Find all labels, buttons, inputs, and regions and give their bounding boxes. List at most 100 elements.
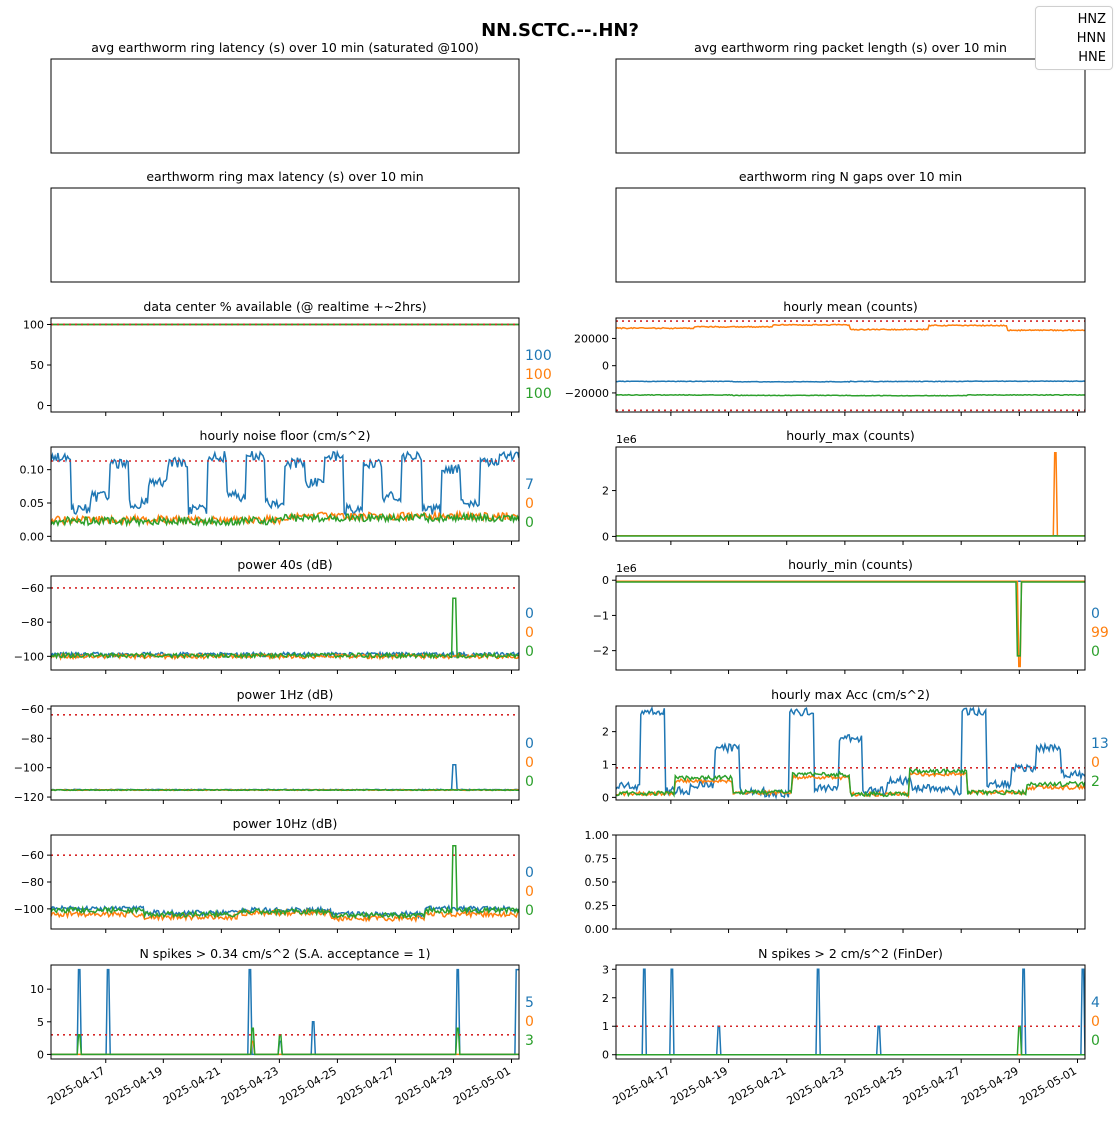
plot-area (51, 451, 519, 525)
series-line-hne (51, 790, 519, 791)
y-tick-label: 0.75 (585, 853, 610, 866)
legend-item-hne: HNE (1078, 50, 1106, 65)
series-line-hnz (51, 970, 519, 1055)
x-tick-label: 2025-04-23 (219, 1064, 281, 1107)
panel-avg_packet: avg earthworm ring packet length (s) ove… (616, 40, 1085, 153)
panel-title: earthworm ring max latency (s) over 10 m… (146, 169, 423, 184)
x-tick-label: 2025-04-29 (959, 1064, 1021, 1107)
axes-frame (51, 188, 519, 282)
y-tick-label: 2 (602, 485, 609, 498)
right-label-hnz: 5 (525, 995, 534, 1011)
axes-frame (616, 447, 1085, 541)
series-line-hne (616, 582, 1085, 656)
panel-title: N spikes > 2 cm/s^2 (FinDer) (758, 946, 943, 961)
panel-avg_latency: avg earthworm ring latency (s) over 10 m… (51, 40, 519, 153)
right-label-hnn: 0 (525, 755, 534, 771)
panel-title: avg earthworm ring packet length (s) ove… (694, 40, 1007, 55)
y-tick-label: −60 (21, 849, 44, 862)
y-tick-label: −80 (21, 732, 44, 745)
right-label-hnz: 13 (1091, 736, 1109, 752)
panel-title: hourly_min (counts) (788, 557, 913, 572)
right-label-hnz: 0 (1091, 606, 1100, 622)
y-tick-label: 0 (37, 1048, 44, 1061)
y-tick-label: −60 (21, 703, 44, 716)
y-multiplier-label: 1e6 (616, 433, 637, 446)
series-line-hnz (51, 765, 519, 790)
series-line-hne (616, 1026, 1085, 1055)
x-tick-label: 2025-04-25 (277, 1064, 339, 1107)
y-tick-label: 0.00 (20, 530, 45, 543)
x-tick-label: 2025-04-17 (611, 1064, 673, 1107)
y-tick-label: 0 (602, 1049, 609, 1062)
panel-title: N spikes > 0.34 cm/s^2 (S.A. acceptance … (139, 946, 430, 961)
panel-title: power 10Hz (dB) (233, 816, 338, 831)
x-tick-label: 2025-04-27 (901, 1064, 963, 1107)
panel-title: hourly_max (counts) (786, 428, 915, 443)
x-tick-label: 2025-05-01 (1017, 1064, 1079, 1107)
x-tick-label: 2025-04-27 (335, 1064, 397, 1107)
y-tick-label: 0.50 (585, 876, 610, 889)
y-tick-label: 2 (602, 726, 609, 739)
plot-area (616, 969, 1085, 1054)
series-line-hnz (616, 381, 1085, 382)
axes-frame (616, 188, 1085, 282)
y-tick-label: 1.00 (585, 829, 610, 842)
y-tick-label: 0 (602, 791, 609, 804)
right-label-hnn: 0 (1091, 755, 1100, 771)
y-tick-label: −100 (14, 650, 44, 663)
right-label-hne: 0 (525, 774, 534, 790)
x-tick-label: 2025-04-21 (161, 1064, 223, 1107)
y-tick-label: −2 (593, 645, 609, 658)
series-line-hne (51, 598, 519, 658)
right-label-hnz: 0 (525, 736, 534, 752)
y-tick-label: 0 (37, 400, 44, 413)
plot-area (616, 321, 1085, 410)
panel-title: hourly max Acc (cm/s^2) (771, 687, 930, 702)
y-tick-label: 1 (602, 1020, 609, 1033)
axes-frame (616, 835, 1085, 929)
plot-area (616, 708, 1085, 797)
right-label-hne: 0 (525, 644, 534, 660)
right-label-hnn: 0 (525, 1014, 534, 1030)
plot-area (51, 588, 519, 659)
y-tick-label: 0 (602, 574, 609, 587)
right-label-hnn: 0 (1091, 1014, 1100, 1030)
series-line-hnn (616, 324, 1085, 330)
panel-title: power 40s (dB) (237, 557, 332, 572)
series-line-hnn (51, 1041, 519, 1054)
axes-frame (616, 59, 1085, 153)
x-tick-label: 2025-04-19 (668, 1064, 730, 1107)
y-tick-label: −100 (14, 903, 44, 916)
y-tick-label: −60 (21, 582, 44, 595)
x-tick-label: 2025-04-23 (785, 1064, 847, 1107)
panel-title: data center % available (@ realtime +~2h… (143, 299, 426, 314)
y-tick-label: 10 (30, 983, 44, 996)
y-tick-label: −1 (593, 609, 609, 622)
y-tick-label: 0 (602, 530, 609, 543)
panel-spikes_034: N spikes > 0.34 cm/s^2 (S.A. acceptance … (30, 946, 534, 1108)
panel-title: hourly noise floor (cm/s^2) (200, 428, 371, 443)
axes-frame (51, 965, 519, 1059)
axes-frame (51, 318, 519, 412)
right-label-hne: 2 (1091, 774, 1100, 790)
y-multiplier-label: 1e6 (616, 562, 637, 575)
y-tick-label: 0.25 (585, 900, 610, 913)
x-tick-label: 2025-04-17 (45, 1064, 107, 1107)
y-tick-label: 0.10 (20, 464, 45, 477)
y-tick-label: 20000 (574, 332, 609, 345)
right-label-hnn: 0 (525, 496, 534, 512)
figure-title: NN.SCTC.--.HN? (481, 20, 639, 41)
legend: HNZ HNN HNE (1035, 6, 1113, 70)
axes-frame (51, 706, 519, 800)
right-label-hnn: 0 (525, 625, 534, 641)
y-tick-label: 2 (602, 992, 609, 1005)
panel-max_latency: earthworm ring max latency (s) over 10 m… (51, 169, 519, 282)
legend-item-hnn: HNN (1077, 31, 1106, 46)
right-label-hne: 100 (525, 386, 552, 402)
axes-frame (616, 318, 1085, 412)
